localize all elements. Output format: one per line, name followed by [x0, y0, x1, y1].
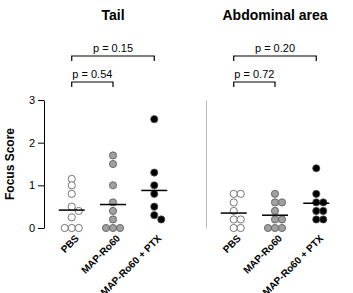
point	[271, 224, 278, 231]
point	[278, 199, 285, 206]
plot-area	[59, 116, 168, 232]
point	[151, 203, 158, 210]
x-axis: PBSMAP-Ro60MAP-Ro60 + PTX	[221, 232, 326, 293]
bracket	[72, 56, 155, 61]
axis-line	[206, 101, 207, 229]
panel: Abdominal area PBSMAP-Ro60MAP-Ro60 + PTX p…	[207, 7, 330, 293]
point	[271, 190, 278, 197]
tick: 2	[29, 137, 44, 149]
bracket	[234, 56, 317, 61]
point	[109, 224, 116, 231]
point	[109, 216, 116, 223]
tick: 1	[29, 179, 44, 191]
mean-line	[59, 209, 85, 211]
point	[151, 190, 158, 197]
point	[109, 182, 116, 189]
point	[68, 224, 75, 231]
tick-label: MAP-Ro60	[79, 232, 122, 275]
point	[230, 190, 237, 197]
panel: Tail 0 1 2 3 Focus Score PBSMAP-Ro60MAP-Ro60 +…	[3, 7, 167, 293]
point	[109, 160, 116, 167]
point	[68, 214, 75, 221]
point	[102, 224, 109, 231]
bracket	[72, 82, 113, 87]
tick: 0	[29, 222, 44, 234]
point	[271, 199, 278, 206]
tick: MAP-Ro60	[79, 232, 122, 275]
point	[237, 190, 244, 197]
mean-line	[303, 203, 329, 205]
tick-mark	[38, 143, 44, 144]
point	[109, 152, 116, 159]
point	[271, 207, 278, 214]
point	[320, 216, 327, 223]
axis-title: Focus Score	[3, 128, 17, 200]
point	[264, 224, 271, 231]
point	[230, 224, 237, 231]
axis-line	[44, 101, 45, 229]
title: Tail	[101, 7, 124, 23]
point	[116, 224, 123, 231]
point	[278, 224, 285, 231]
tick-label: 3	[29, 94, 35, 106]
tick-label: 2	[29, 137, 35, 149]
point	[68, 190, 75, 197]
point	[320, 207, 327, 214]
point	[151, 116, 158, 123]
point	[68, 182, 75, 189]
tick: MAP-Ro60	[241, 232, 284, 275]
point	[151, 182, 158, 189]
p-value: p = 0.54	[72, 68, 112, 80]
point	[320, 199, 327, 206]
mean-line	[141, 190, 167, 192]
point	[313, 207, 320, 214]
point	[313, 216, 320, 223]
point	[237, 224, 244, 231]
mean-line	[221, 212, 247, 214]
tick-label: MAP-Ro60 + PTX	[261, 232, 326, 293]
mean-line	[262, 214, 288, 216]
tick-label: 0	[29, 222, 35, 234]
point	[68, 203, 75, 210]
point	[278, 216, 285, 223]
point	[158, 216, 165, 223]
p-value: p = 0.72	[234, 68, 274, 80]
point	[230, 199, 237, 206]
point	[151, 212, 158, 219]
tick: PBS	[221, 232, 244, 255]
chart: Tail0123Focus ScorePBSMAP-Ro60MAP-Ro60 +…	[0, 0, 353, 293]
point	[313, 199, 320, 206]
x-axis: PBSMAP-Ro60MAP-Ro60 + PTX	[59, 232, 164, 293]
point	[109, 207, 116, 214]
point	[75, 207, 82, 214]
p-value: p = 0.15	[93, 42, 133, 54]
tick: PBS	[59, 232, 82, 255]
title: Abdominal area	[222, 7, 327, 23]
y-axis: 0 1 2 3	[29, 94, 45, 234]
point	[151, 169, 158, 176]
tick: MAP-Ro60 + PTX	[261, 232, 326, 293]
tick: MAP-Ro60 + PTX	[99, 232, 164, 293]
point	[75, 224, 82, 231]
y-axis	[206, 101, 207, 229]
point	[237, 216, 244, 223]
tick-mark	[38, 100, 44, 101]
bracket	[234, 82, 275, 87]
point	[271, 216, 278, 223]
tick-label: MAP-Ro60 + PTX	[99, 232, 164, 293]
tick-mark	[38, 185, 44, 186]
point	[230, 216, 237, 223]
tick-label: PBS	[221, 232, 244, 255]
point	[313, 190, 320, 197]
point	[313, 165, 320, 172]
point	[61, 224, 68, 231]
plot-area	[221, 165, 330, 232]
tick-label: MAP-Ro60	[241, 232, 284, 275]
tick-label: 1	[29, 179, 35, 191]
tick-mark	[38, 228, 44, 229]
tick: 3	[29, 94, 44, 106]
mean-line	[100, 204, 126, 206]
tick-label: PBS	[59, 232, 82, 255]
p-value: p = 0.20	[255, 42, 295, 54]
